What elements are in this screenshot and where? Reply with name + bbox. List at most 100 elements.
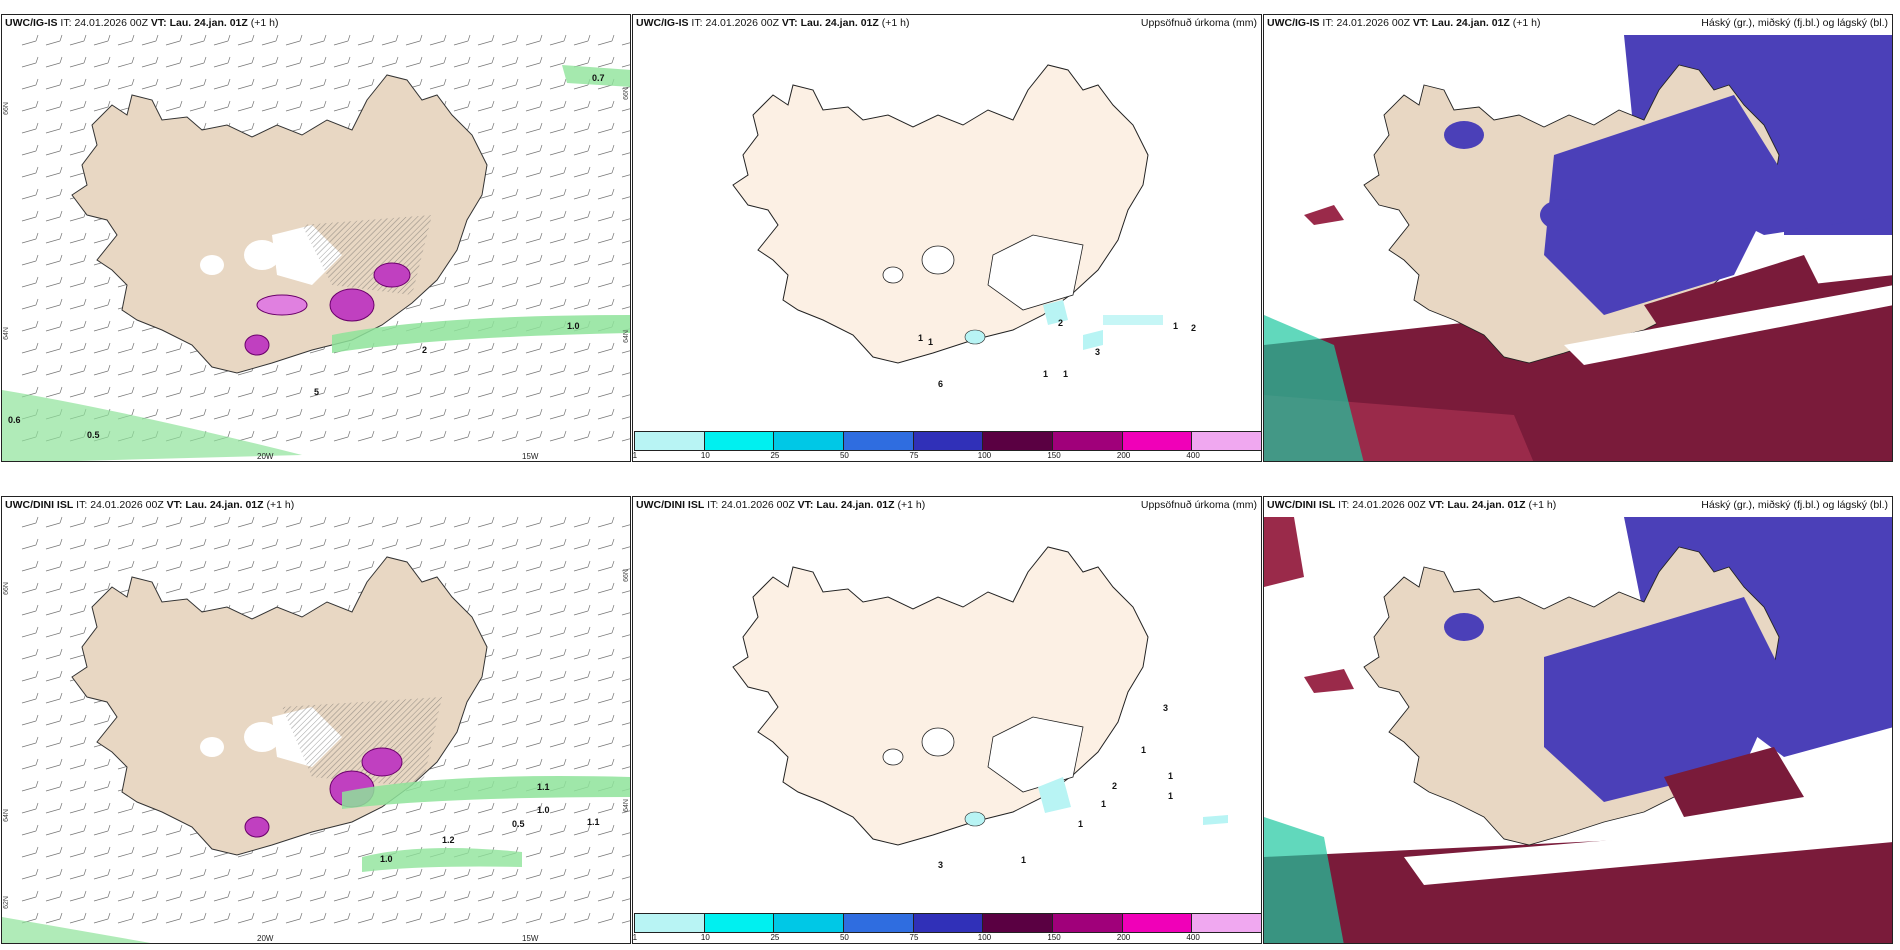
wind-barb <box>45 648 63 660</box>
wind-barb <box>237 100 255 112</box>
wind-barb <box>501 736 519 748</box>
wind-barb <box>453 78 471 90</box>
wind-barb <box>573 758 591 770</box>
wind-barb <box>285 100 303 112</box>
wind-barb <box>453 912 471 924</box>
contour-label: 1.1 <box>587 817 600 827</box>
wind-barb <box>549 626 567 638</box>
wind-barb <box>573 188 591 200</box>
it-value: 24.01.2026 00Z <box>721 499 795 511</box>
wind-barb <box>573 386 591 398</box>
wind-barb <box>309 386 327 398</box>
model-name: UWC/DINI ISL <box>1267 499 1336 511</box>
colorbar-labels: 1 10 25 50 75 100 150 200 400 <box>633 451 1260 461</box>
wind-barb <box>621 196 630 200</box>
wind-barb <box>141 342 159 354</box>
lat-label: 62N <box>2 896 10 909</box>
wind-barb <box>165 34 183 46</box>
wind-barb <box>501 254 519 266</box>
wind-barb <box>21 34 39 46</box>
wind-barb <box>309 516 327 528</box>
wind-barb <box>69 692 87 704</box>
wind-barb <box>237 386 255 398</box>
wind-barb <box>213 56 231 68</box>
wind-barb <box>165 78 183 90</box>
lat-label: 66N <box>2 102 10 115</box>
lead-time: (+1 h) <box>897 499 926 511</box>
wind-barb <box>117 34 135 46</box>
model-name: UWC/DINI ISL <box>5 499 74 511</box>
wind-barb <box>285 364 303 376</box>
wind-barb <box>381 538 399 550</box>
wind-barb <box>21 144 39 156</box>
wind-barb <box>621 372 630 376</box>
wind-barb <box>69 538 87 550</box>
it-value: 24.01.2026 00Z <box>90 499 164 511</box>
wind-barb <box>525 430 543 442</box>
wind-barb <box>381 430 399 442</box>
wind-barb <box>597 912 615 924</box>
wind-barb <box>573 538 591 550</box>
wind-barb <box>285 560 303 572</box>
wind-barb <box>117 516 135 528</box>
colorbar-segment <box>1053 914 1123 932</box>
wind-barb <box>621 284 630 288</box>
wind-barb <box>549 890 567 902</box>
wind-barb <box>477 408 495 420</box>
panel-title: UWC/IG-IS IT: 24.01.2026 00Z VT: Lau. 24… <box>1267 17 1540 29</box>
lon-label: 15W <box>522 934 539 943</box>
colorbar-tick-label: 10 <box>700 451 710 460</box>
wind-barb <box>477 912 495 924</box>
colorbar-segment <box>1122 914 1193 932</box>
wind-barb <box>21 276 39 288</box>
wind-barb <box>333 408 351 420</box>
wind-barb <box>165 386 183 398</box>
wind-barb <box>237 868 255 880</box>
wind-barb <box>501 430 519 442</box>
wind-barb <box>429 560 447 572</box>
wind-barb <box>93 560 111 572</box>
wind-barb <box>573 342 591 354</box>
wind-barb <box>69 714 87 726</box>
wind-barb <box>261 868 279 880</box>
wind-barb <box>45 166 63 178</box>
wind-barb <box>477 516 495 528</box>
wind-barb <box>597 560 615 572</box>
lat-label: 64N <box>622 799 630 812</box>
wind-barb <box>405 298 423 310</box>
wind-barb <box>621 524 630 528</box>
wind-barb <box>285 386 303 398</box>
wind-barb <box>573 144 591 156</box>
wind-barb <box>525 758 543 770</box>
wind-barb <box>189 78 207 90</box>
wind-barb <box>213 516 231 528</box>
wind-barb <box>45 780 63 792</box>
wind-barb <box>45 582 63 594</box>
wind-barb <box>165 890 183 902</box>
wind-barb <box>21 210 39 222</box>
wind-barb <box>69 100 87 112</box>
colorbar-tick-label: 400 <box>1186 451 1200 460</box>
precip-colorbar <box>634 913 1261 933</box>
wind-barb <box>333 824 351 836</box>
wind-barb <box>21 122 39 134</box>
wind-barb <box>141 516 159 528</box>
wind-barb <box>93 868 111 880</box>
wind-barb <box>621 42 630 46</box>
wind-barb <box>477 868 495 880</box>
colorbar-segment <box>1192 432 1261 450</box>
wind-barb <box>477 582 495 594</box>
wind-barb <box>21 780 39 792</box>
wind-barb <box>117 364 135 376</box>
wind-barb <box>381 868 399 880</box>
wind-barb <box>69 276 87 288</box>
wind-barb <box>549 582 567 594</box>
contour-label: 1 <box>1168 791 1174 801</box>
wind-barb <box>45 386 63 398</box>
wind-barb <box>501 298 519 310</box>
precip-colorbar <box>634 431 1261 451</box>
contour-label: 1 <box>928 337 934 347</box>
wind-barb <box>453 408 471 420</box>
colorbar-labels: 1 10 25 50 75 100 150 200 400 <box>633 933 1260 943</box>
wind-barb <box>237 78 255 90</box>
